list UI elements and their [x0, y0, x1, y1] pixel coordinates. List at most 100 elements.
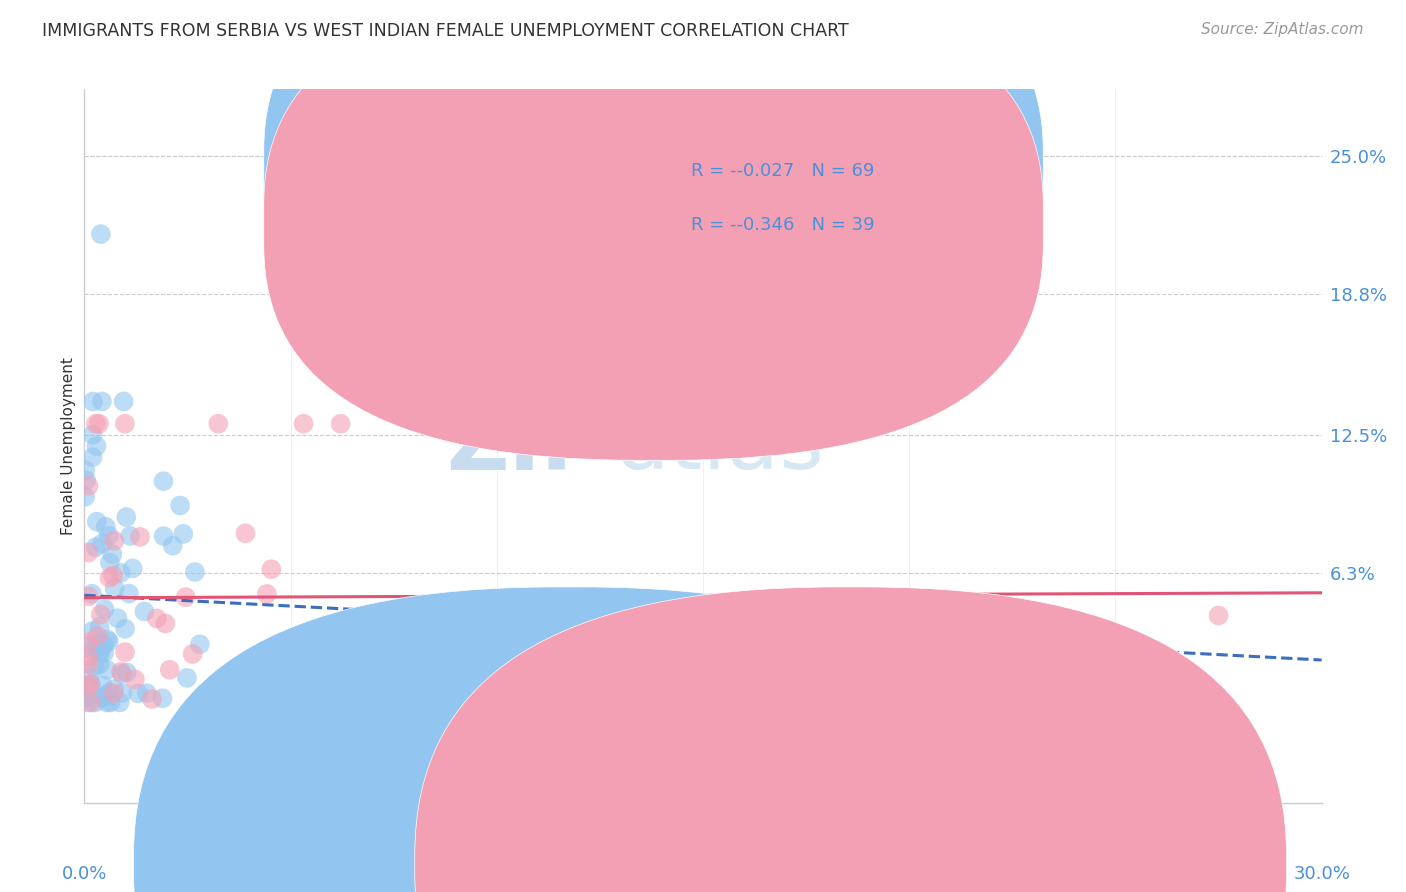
Point [114, 417, 136, 431]
Point [111, 666, 134, 681]
Point [77, 671, 100, 685]
Point [82, 624, 104, 639]
Point [79, 677, 101, 691]
FancyBboxPatch shape [264, 0, 1043, 407]
Point [80, 677, 103, 691]
Point [89, 644, 111, 658]
Text: ZIP: ZIP [446, 404, 605, 488]
Point [124, 673, 146, 687]
Text: 30.0%: 30.0% [1294, 865, 1350, 883]
Point [96, 663, 118, 677]
Point [94, 689, 117, 703]
Point [93, 646, 115, 660]
Point [93, 638, 115, 652]
Point [152, 529, 174, 543]
Text: Immigrants from Serbia: Immigrants from Serbia [588, 855, 785, 873]
Point [86, 515, 108, 529]
Point [135, 686, 157, 700]
Point [89, 647, 111, 661]
Point [114, 622, 136, 636]
Point [100, 696, 122, 710]
Point [141, 692, 163, 706]
FancyBboxPatch shape [264, 0, 1043, 460]
Point [169, 499, 191, 513]
Point [82, 428, 104, 442]
FancyBboxPatch shape [605, 128, 932, 268]
Point [86, 439, 108, 453]
Point [329, 417, 352, 431]
Point [80, 587, 103, 601]
Text: atlas: atlas [616, 404, 824, 488]
Text: R = --0.027   N = 69: R = --0.027 N = 69 [690, 162, 875, 180]
Point [97, 686, 120, 700]
Point [134, 605, 156, 619]
Point [114, 645, 136, 659]
Point [80, 696, 103, 710]
Point [97, 634, 120, 648]
Point [188, 637, 211, 651]
Point [84, 417, 107, 431]
Point [222, 684, 245, 698]
Point [103, 681, 125, 696]
Point [162, 539, 184, 553]
Point [84, 541, 107, 555]
Point [97, 529, 120, 543]
Point [87, 637, 110, 651]
Point [115, 510, 138, 524]
Point [235, 526, 257, 541]
Point [89, 657, 111, 672]
Point [90, 227, 112, 241]
Point [181, 647, 204, 661]
Point [82, 450, 104, 464]
Point [260, 562, 283, 576]
Point [84, 696, 107, 710]
Point [98, 556, 121, 570]
Point [83, 659, 105, 673]
Text: Source: ZipAtlas.com: Source: ZipAtlas.com [1201, 22, 1364, 37]
Point [101, 568, 124, 582]
Point [129, 530, 152, 544]
Point [96, 696, 118, 710]
Point [111, 686, 134, 700]
Point [110, 665, 132, 679]
Point [101, 547, 124, 561]
Point [152, 474, 174, 488]
Point [77, 479, 100, 493]
Point [82, 394, 104, 409]
Point [107, 611, 129, 625]
Point [145, 611, 167, 625]
Point [89, 620, 111, 634]
Point [112, 394, 135, 409]
Point [222, 681, 245, 695]
Point [118, 586, 141, 600]
Point [174, 590, 197, 604]
Point [93, 602, 115, 616]
Point [184, 565, 207, 579]
Text: 0.0%: 0.0% [62, 865, 107, 883]
Text: West Indians: West Indians [869, 855, 974, 873]
Point [98, 571, 121, 585]
Point [108, 696, 131, 710]
Point [96, 632, 118, 647]
Point [87, 417, 110, 431]
Point [172, 527, 194, 541]
Point [311, 696, 333, 710]
Point [77, 657, 100, 672]
Text: IMMIGRANTS FROM SERBIA VS WEST INDIAN FEMALE UNEMPLOYMENT CORRELATION CHART: IMMIGRANTS FROM SERBIA VS WEST INDIAN FE… [42, 22, 849, 40]
Point [77, 679, 100, 693]
Point [91, 394, 114, 409]
Point [115, 665, 138, 680]
Point [207, 417, 229, 431]
Point [75, 473, 97, 487]
Point [103, 686, 125, 700]
Point [517, 644, 540, 658]
Point [176, 671, 198, 685]
Point [77, 635, 100, 649]
Point [76, 696, 98, 710]
Point [292, 417, 315, 431]
Point [127, 686, 149, 700]
Y-axis label: Female Unemployment: Female Unemployment [60, 357, 76, 535]
Point [110, 566, 132, 580]
Point [91, 678, 114, 692]
Point [90, 607, 112, 622]
